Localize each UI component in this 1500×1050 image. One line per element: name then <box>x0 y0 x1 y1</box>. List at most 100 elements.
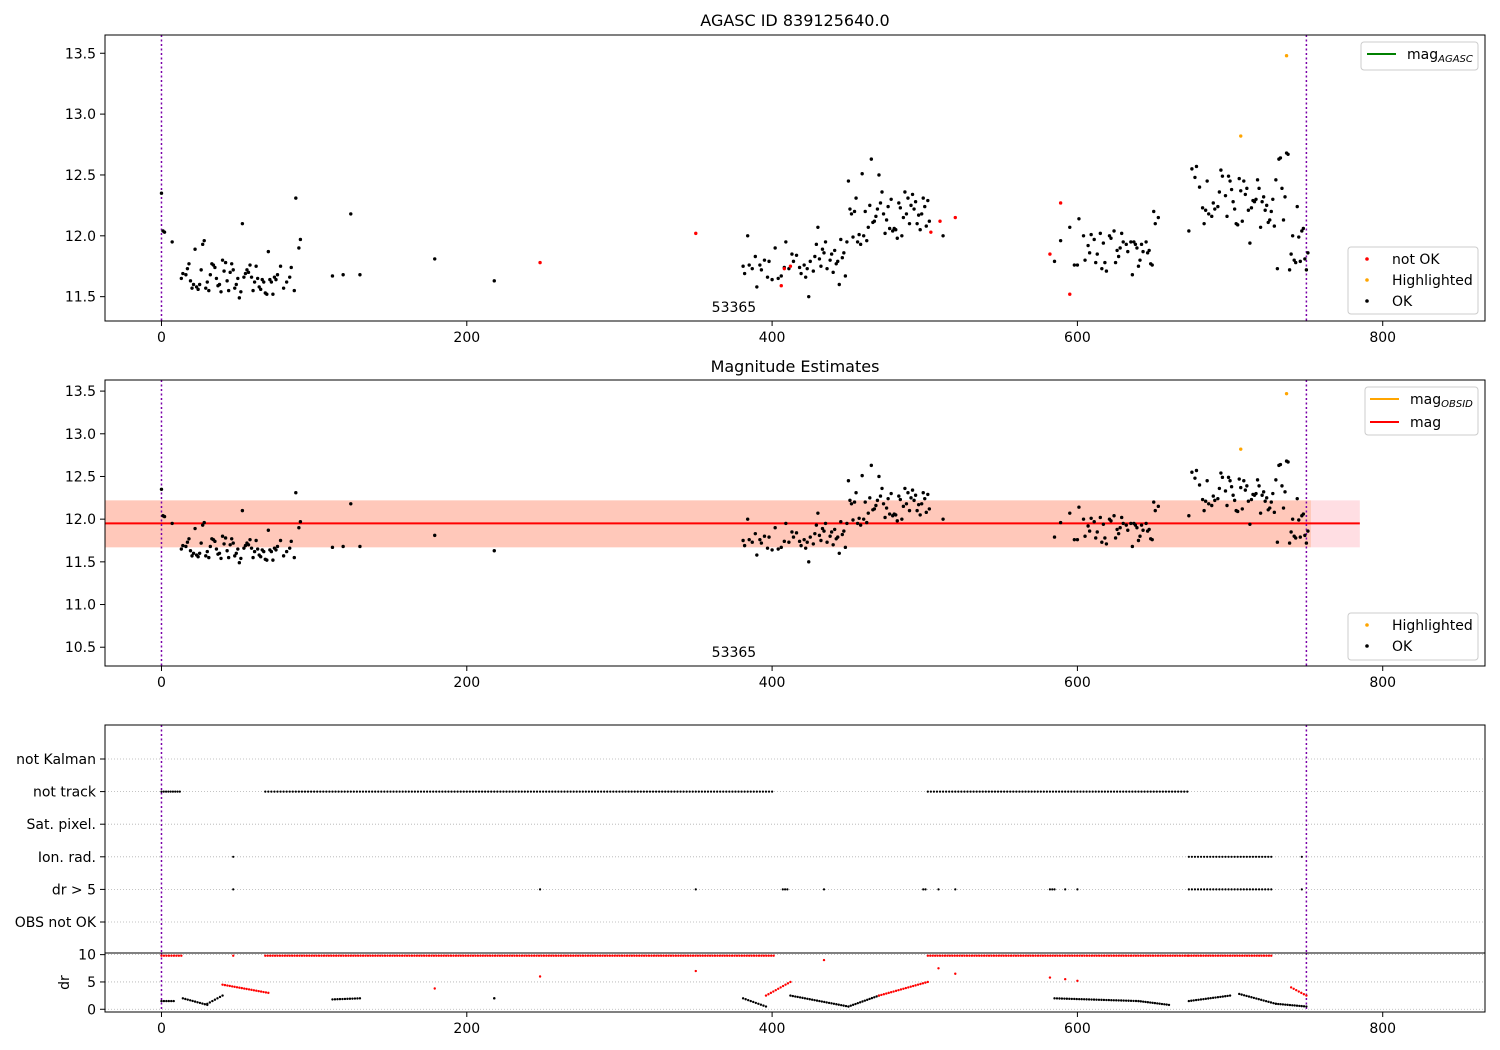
dr-point <box>435 954 438 957</box>
flag-point <box>1236 855 1239 858</box>
y-tick-label: 0 <box>87 1002 96 1018</box>
data-point <box>1246 499 1251 503</box>
data-point <box>1235 509 1240 514</box>
y-tick-label: 12.5 <box>65 168 96 184</box>
dr-point <box>820 1000 824 1003</box>
data-point <box>251 288 255 293</box>
data-point <box>874 214 878 219</box>
data-point <box>222 269 226 273</box>
data-point <box>742 543 747 548</box>
dr-point <box>1004 954 1008 957</box>
flag-point <box>303 790 307 793</box>
data-point <box>288 546 292 550</box>
dr-point <box>781 984 785 988</box>
flag-point <box>560 790 563 793</box>
data-point <box>868 496 872 500</box>
data-point <box>1058 238 1063 243</box>
data-point <box>214 276 219 281</box>
data-point <box>1260 200 1264 204</box>
data-point <box>875 207 880 211</box>
flag-point <box>596 790 600 793</box>
data-point <box>842 529 846 533</box>
dr-point <box>344 954 348 957</box>
data-point <box>941 234 945 238</box>
legend-label: Highlighted <box>1392 618 1473 634</box>
data-point <box>1278 156 1283 160</box>
data-point <box>1068 511 1072 515</box>
data-point <box>912 207 916 211</box>
dr-point <box>343 997 347 1001</box>
dr-point <box>1260 954 1263 957</box>
dr-point <box>899 988 903 991</box>
flag-point <box>924 888 927 891</box>
data-point <box>1112 229 1116 233</box>
data-point <box>863 209 867 214</box>
dr-point <box>801 996 804 1000</box>
data-point <box>915 221 919 226</box>
data-point <box>929 230 933 234</box>
dr-point <box>508 954 511 957</box>
data-point <box>1058 520 1063 525</box>
dr-point <box>769 954 773 957</box>
data-point <box>1242 179 1246 183</box>
dr-point <box>188 999 192 1002</box>
data-point <box>938 219 942 223</box>
dr-point <box>264 954 267 957</box>
data-point <box>741 538 745 543</box>
flag-point <box>297 790 300 793</box>
data-point <box>865 520 869 525</box>
data-point <box>814 523 819 527</box>
data-point <box>877 474 881 479</box>
dr-point <box>300 954 304 957</box>
dr-point <box>1168 954 1172 957</box>
data-point <box>843 545 848 550</box>
flag-point <box>1057 790 1061 793</box>
dr-point <box>240 986 244 990</box>
data-point <box>858 242 863 247</box>
flag-point <box>673 790 676 793</box>
flag-point <box>1233 888 1236 891</box>
flag-point <box>334 790 337 793</box>
data-point <box>1232 207 1237 211</box>
data-point <box>1286 152 1290 156</box>
data-point <box>866 225 870 229</box>
dr-point <box>1274 1002 1278 1006</box>
dr-point <box>749 999 752 1003</box>
flag-point <box>716 790 719 793</box>
dr-point <box>1117 999 1120 1002</box>
data-point <box>820 247 825 251</box>
dr-point <box>288 954 291 957</box>
data-point <box>1138 258 1142 262</box>
flag-point <box>1064 888 1067 891</box>
dr-point <box>520 954 524 957</box>
dr-point <box>589 954 592 957</box>
data-point <box>1220 475 1225 480</box>
dr-point <box>1061 954 1064 957</box>
dr-point <box>924 981 927 984</box>
data-point <box>837 551 841 556</box>
data-point <box>1152 500 1156 504</box>
data-point <box>1295 496 1299 501</box>
dr-point <box>208 1001 212 1004</box>
data-point <box>813 531 817 536</box>
flag-point <box>1006 790 1009 793</box>
data-point <box>1254 491 1258 496</box>
flag-point <box>688 790 691 793</box>
dr-point <box>320 954 323 957</box>
data-point <box>1284 53 1289 58</box>
flag-point <box>932 790 936 793</box>
data-point <box>297 525 301 530</box>
data-point <box>349 212 353 216</box>
data-point <box>860 473 864 478</box>
flag-point <box>1236 888 1239 891</box>
dr-point <box>708 954 712 957</box>
data-point <box>1087 251 1092 255</box>
data-point <box>266 249 271 254</box>
y-tick-label: 13.0 <box>65 107 96 123</box>
data-point <box>883 231 887 236</box>
flag-point <box>639 790 642 793</box>
data-point <box>1211 201 1215 205</box>
data-point <box>255 276 260 281</box>
